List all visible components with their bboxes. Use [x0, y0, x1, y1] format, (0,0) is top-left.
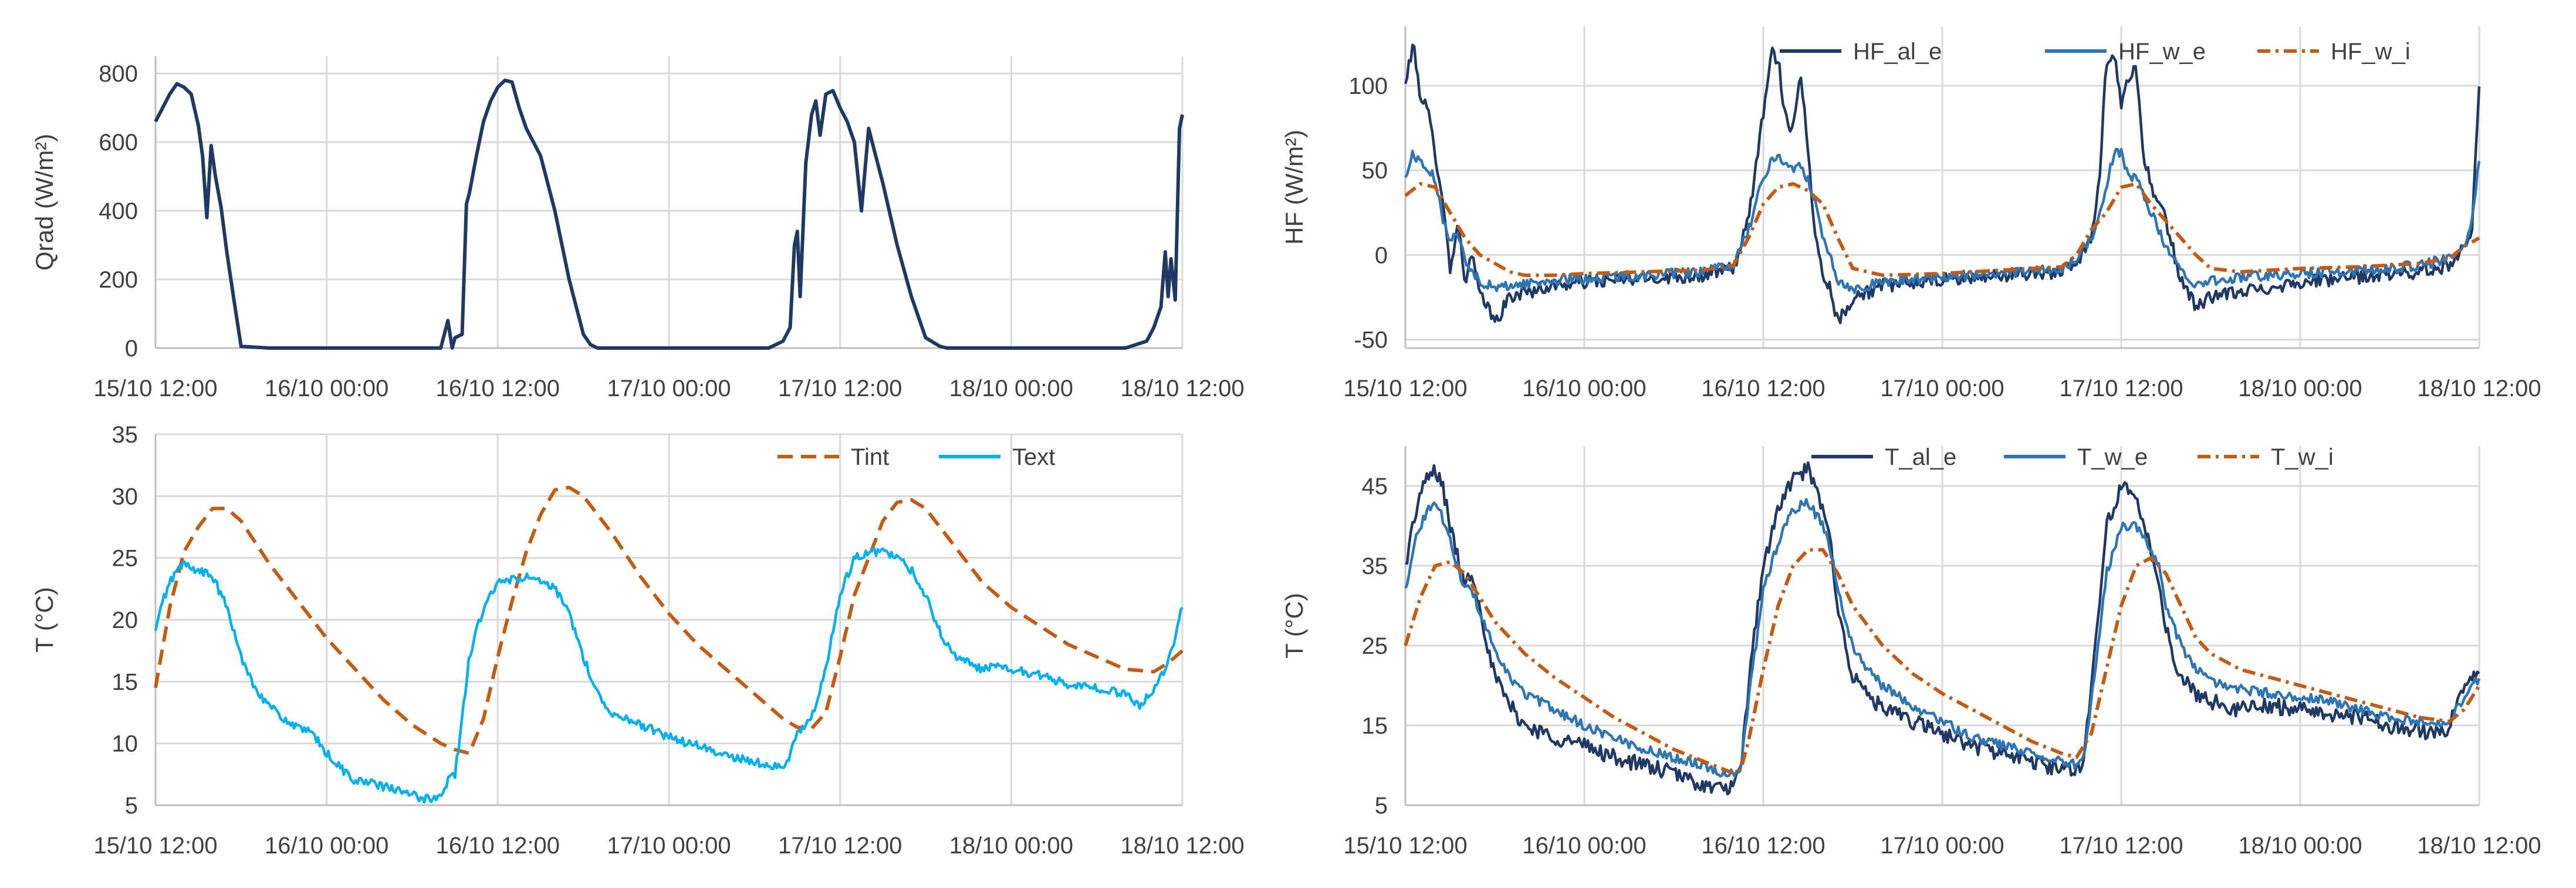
y-tick-label: 15 — [112, 669, 138, 695]
x-tick-label: 18/10 12:00 — [1120, 376, 1244, 401]
legend: T_al_e T_w_e T_w_i — [1811, 444, 2334, 470]
y-tick-label: 45 — [1362, 474, 1388, 499]
x-tick-label: 16/10 12:00 — [1701, 376, 1825, 401]
legend-label: Text — [1012, 444, 1055, 470]
y-tick-label: 30 — [112, 484, 138, 509]
series-line-tint — [154, 485, 1184, 755]
legend-label: Tint — [851, 444, 889, 470]
chart-hf: -50 0 50 100 15/10 12:00 16/10 00:00 16/10 12:… — [1280, 26, 2541, 401]
y-axis-title: HF (W/m²) — [1280, 130, 1308, 245]
series-line-text — [154, 547, 1184, 804]
x-tick-label: 17/10 12:00 — [778, 376, 902, 401]
legend-label: HF_al_e — [1853, 39, 1942, 65]
x-tick-label: 17/10 12:00 — [2059, 376, 2183, 401]
series-line-t-w-i — [1404, 548, 2481, 775]
series-line-qrad — [154, 78, 1184, 350]
y-tick-label: 600 — [99, 130, 138, 156]
x-tick-label: 18/10 00:00 — [2238, 376, 2362, 401]
series-line-t-w-e — [1404, 498, 2481, 778]
chart-qrad: 0 200 400 600 800 15/10 12:00 16/10 00:00 16/10… — [31, 56, 1245, 401]
y-tick-label: 200 — [99, 267, 138, 293]
x-tick-label: 15/10 12:00 — [1343, 833, 1467, 859]
legend-label: HF_w_e — [2118, 39, 2206, 65]
y-tick-label: 15 — [1362, 713, 1388, 739]
y-tick-label: -50 — [1354, 327, 1388, 353]
legend: Tint Text — [777, 444, 1055, 470]
x-tick-label: 17/10 00:00 — [1880, 833, 2004, 859]
x-tick-label: 16/10 12:00 — [436, 833, 560, 859]
legend-label: T_w_i — [2271, 444, 2334, 470]
chart-tint_text: 5 10 15 20 25 30 35 15/10 12:00 16/10 00:00 16/10… — [31, 422, 1245, 859]
legend-label: T_al_e — [1885, 444, 1956, 470]
y-axis-title: T (°C) — [1280, 593, 1308, 659]
x-tick-label: 18/10 00:00 — [949, 376, 1073, 401]
x-tick-label: 18/10 12:00 — [2417, 833, 2541, 859]
series-line-t-al-e — [1405, 461, 2480, 796]
x-tick-label: 15/10 12:00 — [93, 376, 217, 401]
x-tick-label: 18/10 00:00 — [949, 833, 1073, 859]
x-tick-label: 16/10 12:00 — [1701, 833, 1825, 859]
y-tick-label: 0 — [125, 336, 138, 362]
x-tick-label: 16/10 00:00 — [265, 376, 388, 401]
x-tick-label: 16/10 00:00 — [1522, 376, 1646, 401]
y-tick-label: 400 — [99, 198, 138, 224]
y-tick-label: 10 — [112, 731, 138, 757]
x-tick-label: 17/10 00:00 — [1880, 376, 2004, 401]
y-tick-label: 35 — [1362, 553, 1388, 579]
x-tick-label: 18/10 12:00 — [2417, 376, 2541, 401]
y-tick-label: 25 — [1362, 633, 1388, 659]
x-tick-label: 15/10 12:00 — [93, 833, 217, 859]
x-tick-label: 16/10 12:00 — [436, 376, 560, 401]
legend-label: HF_w_i — [2331, 39, 2411, 65]
x-tick-label: 17/10 12:00 — [2059, 833, 2183, 859]
series-line-hf-w-e — [1404, 147, 2481, 295]
y-tick-label: 0 — [1375, 242, 1388, 268]
x-tick-label: 17/10 00:00 — [607, 833, 731, 859]
y-axis-title: T (°C) — [31, 587, 58, 653]
y-tick-label: 20 — [112, 607, 138, 633]
y-tick-label: 35 — [112, 422, 138, 448]
series-line-hf-al-e — [1404, 43, 2481, 325]
y-tick-label: 25 — [112, 546, 138, 572]
x-tick-label: 15/10 12:00 — [1343, 376, 1467, 401]
x-tick-label: 16/10 00:00 — [1522, 833, 1646, 859]
x-tick-label: 18/10 00:00 — [2238, 833, 2362, 859]
y-tick-label: 5 — [1375, 793, 1388, 819]
x-tick-label: 16/10 00:00 — [265, 833, 388, 859]
x-tick-label: 17/10 00:00 — [607, 376, 731, 401]
legend-label: T_w_e — [2077, 444, 2148, 470]
x-tick-label: 18/10 12:00 — [1120, 833, 1244, 859]
y-tick-label: 50 — [1362, 158, 1388, 184]
series-line-hf-w-i — [1404, 182, 2480, 277]
y-tick-label: 800 — [99, 61, 138, 87]
y-tick-label: 5 — [125, 793, 138, 819]
x-tick-label: 17/10 12:00 — [778, 833, 902, 859]
y-tick-label: 100 — [1348, 73, 1388, 99]
chart-t_surfaces: 5 15 25 35 45 15/10 12:00 16/10 00:00 16/10 12:… — [1280, 444, 2541, 859]
y-axis-title: Qrad (W/m²) — [31, 134, 58, 271]
legend: HF_al_e HF_w_e HF_w_i — [1780, 39, 2411, 65]
